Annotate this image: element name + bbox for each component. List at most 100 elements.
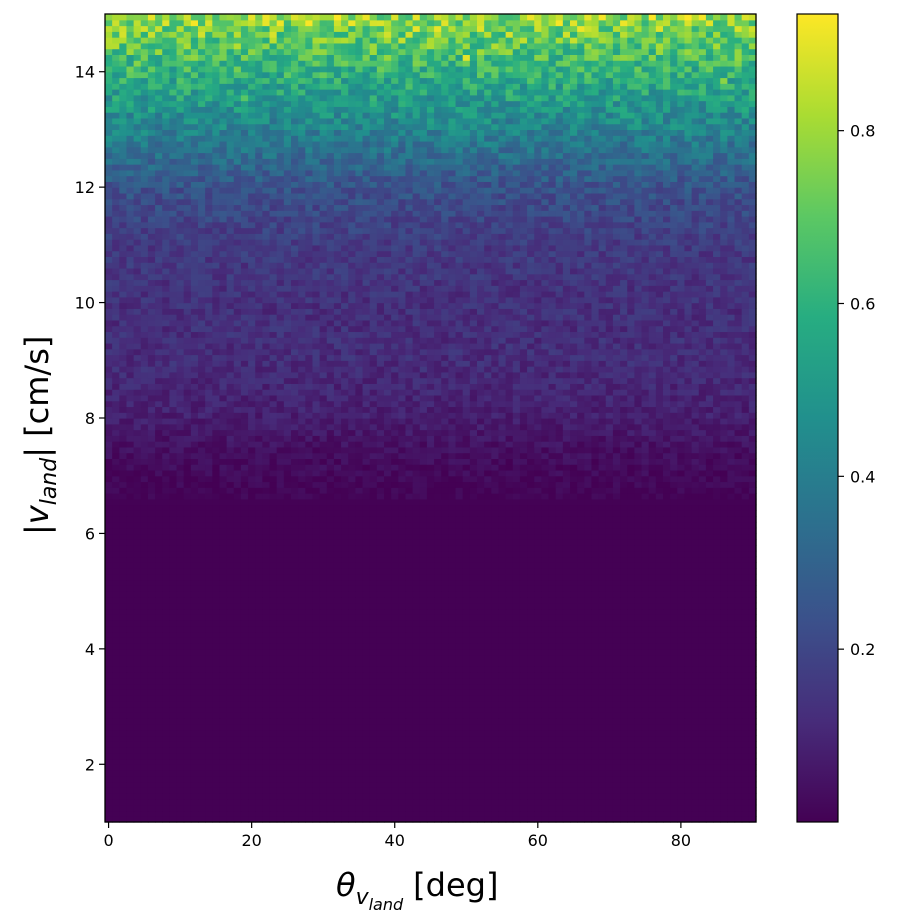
heatmap-cell	[727, 544, 736, 552]
heatmap-cell	[612, 666, 621, 673]
heatmap-cell	[133, 573, 142, 581]
heatmap-cell	[262, 510, 271, 517]
heatmap-cell	[512, 602, 521, 610]
heatmap-cell	[570, 533, 578, 540]
heatmap-cell	[591, 504, 600, 511]
heatmap-cell	[570, 683, 578, 690]
heatmap-cell	[663, 573, 671, 581]
heatmap-cell	[498, 648, 507, 656]
heatmap-cell	[577, 510, 585, 517]
heatmap-cell	[605, 712, 614, 719]
heatmap-cell	[405, 591, 414, 598]
heatmap-cell	[140, 620, 149, 627]
heatmap-cell	[519, 741, 528, 748]
heatmap-cell	[183, 556, 192, 563]
heatmap-cell	[605, 810, 614, 817]
heatmap-cell	[720, 637, 728, 644]
heatmap-cell	[505, 695, 514, 702]
heatmap-cell	[412, 516, 421, 523]
heatmap-cell	[484, 660, 492, 667]
heatmap-cell	[584, 816, 593, 823]
heatmap-cell	[291, 758, 299, 765]
heatmap-cell	[570, 654, 578, 661]
heatmap-cell	[541, 620, 550, 627]
heatmap-cell	[698, 556, 707, 563]
heatmap-cell	[105, 700, 113, 708]
heatmap-cell	[126, 758, 135, 765]
heatmap-cell	[333, 533, 342, 540]
heatmap-cell	[598, 770, 607, 777]
heatmap-cell	[577, 804, 585, 812]
heatmap-cell	[369, 764, 378, 771]
heatmap-cell	[620, 544, 628, 552]
heatmap-cell	[126, 729, 135, 737]
heatmap-cell	[262, 804, 271, 812]
heatmap-cell	[519, 539, 528, 546]
heatmap-cell	[512, 798, 521, 806]
heatmap-cell	[426, 810, 435, 817]
heatmap-cell	[155, 723, 163, 731]
heatmap-cell	[262, 770, 271, 777]
heatmap-cell	[663, 660, 671, 667]
heatmap-cell	[133, 539, 142, 546]
heatmap-cell	[584, 660, 593, 667]
heatmap-cell	[505, 585, 514, 592]
heatmap-cell	[713, 625, 721, 633]
heatmap-cell	[691, 516, 700, 523]
heatmap-cell	[748, 602, 757, 610]
heatmap-cell	[255, 516, 263, 523]
heatmap-cell	[312, 521, 321, 529]
heatmap-cell	[355, 591, 364, 598]
heatmap-cell	[698, 648, 707, 656]
heatmap-cell	[147, 631, 156, 638]
heatmap-cell	[169, 746, 178, 754]
heatmap-cell	[276, 510, 285, 517]
heatmap-cell	[720, 631, 728, 638]
heatmap-cell	[648, 660, 657, 667]
heatmap-cell	[534, 712, 542, 719]
heatmap-cell	[169, 666, 178, 673]
heatmap-cell	[126, 631, 135, 638]
heatmap-cell	[305, 660, 314, 667]
heatmap-cell	[505, 781, 514, 788]
heatmap-cell	[727, 816, 736, 823]
heatmap-cell	[441, 718, 449, 725]
heatmap-cell	[283, 689, 292, 696]
heatmap-cell	[298, 648, 306, 656]
heatmap-cell	[562, 631, 571, 638]
heatmap-cell	[570, 608, 578, 615]
heatmap-cell	[426, 781, 435, 788]
heatmap-cell	[355, 718, 364, 725]
heatmap-cell	[119, 746, 128, 754]
heatmap-cell	[426, 770, 435, 777]
heatmap-cell	[720, 533, 728, 540]
heatmap-cell	[147, 671, 156, 679]
heatmap-cell	[455, 781, 464, 788]
heatmap-cell	[663, 798, 671, 806]
heatmap-cell	[341, 677, 349, 685]
heatmap-cell	[405, 816, 414, 823]
heatmap-cell	[655, 793, 664, 800]
heatmap-cell	[663, 544, 671, 552]
heatmap-cell	[620, 683, 628, 690]
heatmap-cell	[276, 712, 285, 719]
heatmap-cell	[105, 764, 113, 771]
heatmap-cell	[541, 648, 550, 656]
heatmap-cell	[348, 573, 356, 581]
heatmap-cell	[426, 510, 435, 517]
heatmap-cell	[319, 596, 328, 604]
heatmap-cell	[248, 798, 256, 806]
heatmap-cell	[591, 637, 600, 644]
heatmap-cell	[369, 602, 378, 610]
heatmap-cell	[605, 579, 614, 586]
heatmap-cell	[162, 781, 170, 788]
heatmap-cell	[233, 550, 242, 558]
heatmap-cell	[341, 735, 349, 742]
heatmap-cell	[276, 660, 285, 667]
heatmap-cell	[219, 643, 228, 650]
heatmap-cell	[355, 521, 364, 529]
heatmap-cell	[183, 516, 192, 523]
heatmap-cell	[219, 614, 228, 621]
heatmap-cell	[183, 770, 192, 777]
heatmap-cell	[498, 614, 507, 621]
